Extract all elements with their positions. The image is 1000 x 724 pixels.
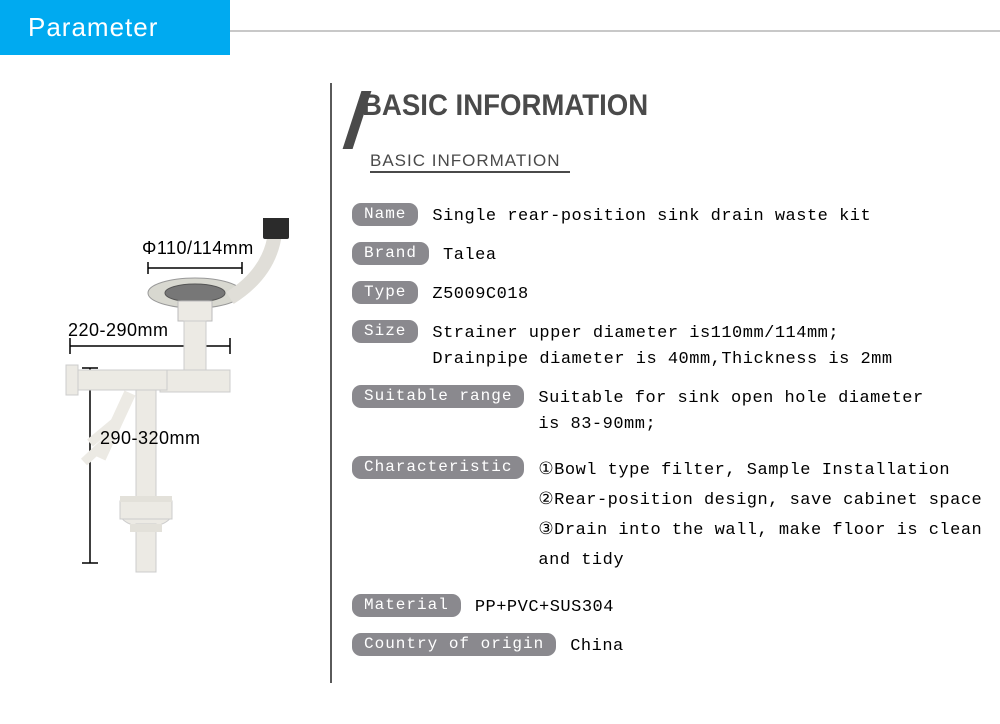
- spec-value-country: China: [570, 633, 624, 660]
- heading-sub: BASIC INFORMATION: [370, 151, 990, 171]
- spec-label-size: Size: [352, 320, 418, 343]
- dimension-width: 220-290mm: [68, 320, 169, 341]
- product-diagram-column: Φ110/114mm 220-290mm 290-320mm: [0, 83, 330, 683]
- dimension-top-diameter: Φ110/114mm: [142, 238, 254, 259]
- spec-label-suitable-range: Suitable range: [352, 385, 524, 408]
- spec-row-country: Country of origin China: [352, 633, 990, 660]
- content-row: Φ110/114mm 220-290mm 290-320mm BASIC INF…: [0, 83, 1000, 683]
- heading-main: BASIC INFORMATION: [362, 91, 648, 121]
- dimension-height: 290-320mm: [100, 428, 201, 449]
- spec-row-characteristic: Characteristic ①Bowl type filter, Sample…: [352, 456, 990, 576]
- spec-row-type: Type Z5009C018: [352, 281, 990, 308]
- spec-label-country: Country of origin: [352, 633, 556, 656]
- spec-row-material: Material PP+PVC+SUS304: [352, 594, 990, 621]
- parameter-tab: Parameter: [0, 0, 230, 55]
- heading-underline: [370, 171, 570, 173]
- spec-row-size: Size Strainer upper diameter is110mm/114…: [352, 320, 990, 373]
- header-bar: Parameter: [0, 0, 1000, 58]
- spec-value-brand: Talea: [443, 242, 497, 269]
- spec-label-material: Material: [352, 594, 461, 617]
- parameter-tab-label: Parameter: [28, 12, 158, 43]
- spec-value-size: Strainer upper diameter is110mm/114mm; D…: [432, 320, 892, 373]
- spec-row-brand: Brand Talea: [352, 242, 990, 269]
- spec-label-brand: Brand: [352, 242, 429, 265]
- spec-row-name: Name Single rear-position sink drain was…: [352, 203, 990, 230]
- spec-column: BASIC INFORMATION BASIC INFORMATION Name…: [330, 83, 1000, 683]
- spec-row-suitable-range: Suitable range Suitable for sink open ho…: [352, 385, 990, 438]
- product-drain-diagram: [60, 218, 320, 598]
- spec-label-characteristic: Characteristic: [352, 456, 524, 479]
- spec-label-type: Type: [352, 281, 418, 304]
- spec-value-suitable-range: Suitable for sink open hole diameter is …: [538, 385, 923, 438]
- spec-value-type: Z5009C018: [432, 281, 528, 308]
- spec-value-name: Single rear-position sink drain waste ki…: [432, 203, 871, 230]
- spec-value-characteristic: ①Bowl type filter, Sample Installation ②…: [538, 456, 990, 576]
- basic-information-heading: BASIC INFORMATION BASIC INFORMATION: [352, 91, 990, 173]
- spec-label-name: Name: [352, 203, 418, 226]
- spec-value-material: PP+PVC+SUS304: [475, 594, 614, 621]
